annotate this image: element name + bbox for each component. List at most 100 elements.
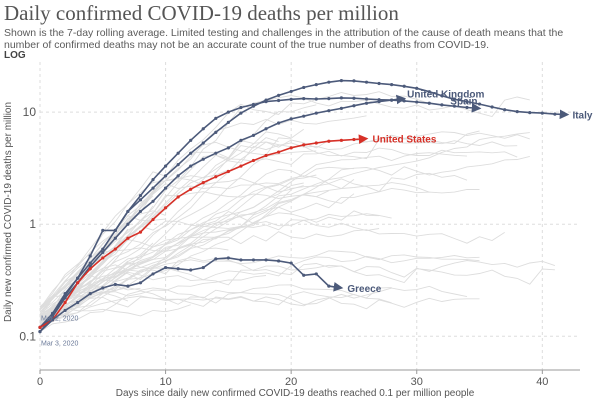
x-tick-label: 30 [411, 376, 423, 388]
x-axis-label: Days since daily new confirmed COVID-19 … [116, 388, 475, 399]
series-label-united-kingdom[interactable]: United Kingdom [407, 90, 484, 101]
data-point-greece [239, 258, 243, 262]
series-label-united-states[interactable]: United States [373, 135, 437, 146]
x-tick-label: 10 [159, 376, 171, 388]
data-point-united-states [339, 138, 343, 142]
data-point-greece [314, 272, 318, 276]
data-point-united-kingdom [377, 100, 381, 104]
data-point-italy [239, 111, 243, 115]
log-scale-toggle[interactable]: LOG [4, 50, 26, 61]
background-country-line [39, 295, 480, 324]
data-point-united-kingdom [364, 101, 369, 105]
data-point-spain [201, 127, 205, 131]
data-point-united-kingdom [314, 111, 318, 115]
data-point-united-kingdom [50, 314, 55, 319]
data-point-united-kingdom [264, 127, 268, 131]
data-point-spain [239, 105, 243, 110]
data-point-greece [251, 258, 256, 262]
data-point-italy [440, 94, 444, 98]
series-line-united-kingdom[interactable] [39, 94, 407, 329]
data-point-united-states [201, 181, 205, 185]
chart-title: Daily confirmed COVID-19 deaths per mill… [4, 1, 399, 25]
data-point-united-kingdom [352, 104, 356, 108]
data-point-spain [415, 100, 419, 104]
data-point-italy [364, 80, 369, 84]
series-line-spain[interactable] [39, 97, 482, 333]
background-country-line [39, 304, 191, 319]
data-point-united-states [214, 175, 218, 179]
data-point-united-states [251, 158, 256, 163]
data-point-greece [163, 265, 168, 270]
background-country-line [39, 213, 392, 325]
background-country-line [39, 171, 166, 315]
data-point-italy [528, 111, 532, 115]
data-point-italy [289, 89, 293, 94]
data-point-spain [189, 138, 193, 142]
data-point-spain [339, 96, 343, 100]
background-country-line [39, 182, 304, 327]
data-point-italy [377, 81, 381, 86]
data-point-greece [38, 330, 42, 334]
data-point-greece [63, 308, 67, 313]
data-point-italy [352, 79, 356, 83]
data-point-spain [88, 254, 92, 258]
data-point-greece [88, 292, 92, 296]
data-point-united-states [264, 153, 268, 158]
background-country-line [39, 189, 292, 319]
data-point-spain [226, 110, 230, 114]
grid [39, 62, 580, 370]
data-point-spain [151, 177, 155, 182]
series-label-italy[interactable]: Italy [572, 111, 592, 122]
data-point-united-kingdom [302, 114, 306, 118]
background-country-line [39, 140, 518, 322]
background-country-line [39, 244, 229, 313]
data-point-spain [214, 116, 218, 120]
data-point-spain [76, 276, 80, 280]
data-point-spain [251, 102, 256, 107]
data-point-united-states [176, 195, 180, 199]
data-point-spain [101, 228, 105, 233]
x-tick-label: 20 [285, 376, 297, 388]
data-point-united-states [63, 300, 67, 305]
data-point-united-states [226, 169, 230, 174]
background-country-line [39, 95, 530, 313]
data-point-united-states [101, 256, 105, 260]
data-point-italy [277, 93, 281, 97]
data-point-united-kingdom [289, 117, 293, 121]
data-point-greece [113, 282, 117, 287]
data-point-united-kingdom [239, 138, 243, 142]
data-point-italy [490, 105, 494, 109]
data-point-spain [126, 209, 130, 214]
series-lines [38, 79, 570, 334]
data-point-united-states [302, 143, 306, 147]
data-point-italy [189, 151, 193, 155]
data-point-united-states [289, 146, 293, 150]
data-point-greece [327, 284, 331, 288]
data-point-greece [151, 272, 155, 276]
series-label-spain[interactable]: Spain [450, 96, 477, 107]
data-point-spain [427, 101, 431, 105]
data-point-united-states [352, 137, 356, 142]
data-point-italy [339, 79, 343, 83]
data-point-spain [327, 97, 331, 101]
background-country-line [39, 169, 229, 310]
data-point-italy [226, 120, 230, 124]
data-point-spain [176, 151, 180, 155]
data-point-italy [201, 141, 205, 145]
data-point-italy [415, 86, 419, 90]
data-point-united-kingdom [101, 250, 105, 255]
date-annotation: Mar 3, 2020 [41, 341, 78, 348]
data-point-spain [314, 97, 318, 101]
y-tick-label: 10 [23, 105, 37, 119]
data-point-united-kingdom [390, 98, 394, 102]
data-point-italy [176, 163, 180, 167]
axes: 0.1 1 10 0 10 20 30 40 [19, 105, 580, 388]
data-point-spain [440, 103, 444, 107]
data-point-united-kingdom [214, 151, 218, 155]
series-label-greece[interactable]: Greece [347, 284, 381, 295]
data-point-united-states [76, 281, 80, 285]
data-point-italy [390, 82, 394, 87]
data-point-greece [302, 273, 306, 277]
